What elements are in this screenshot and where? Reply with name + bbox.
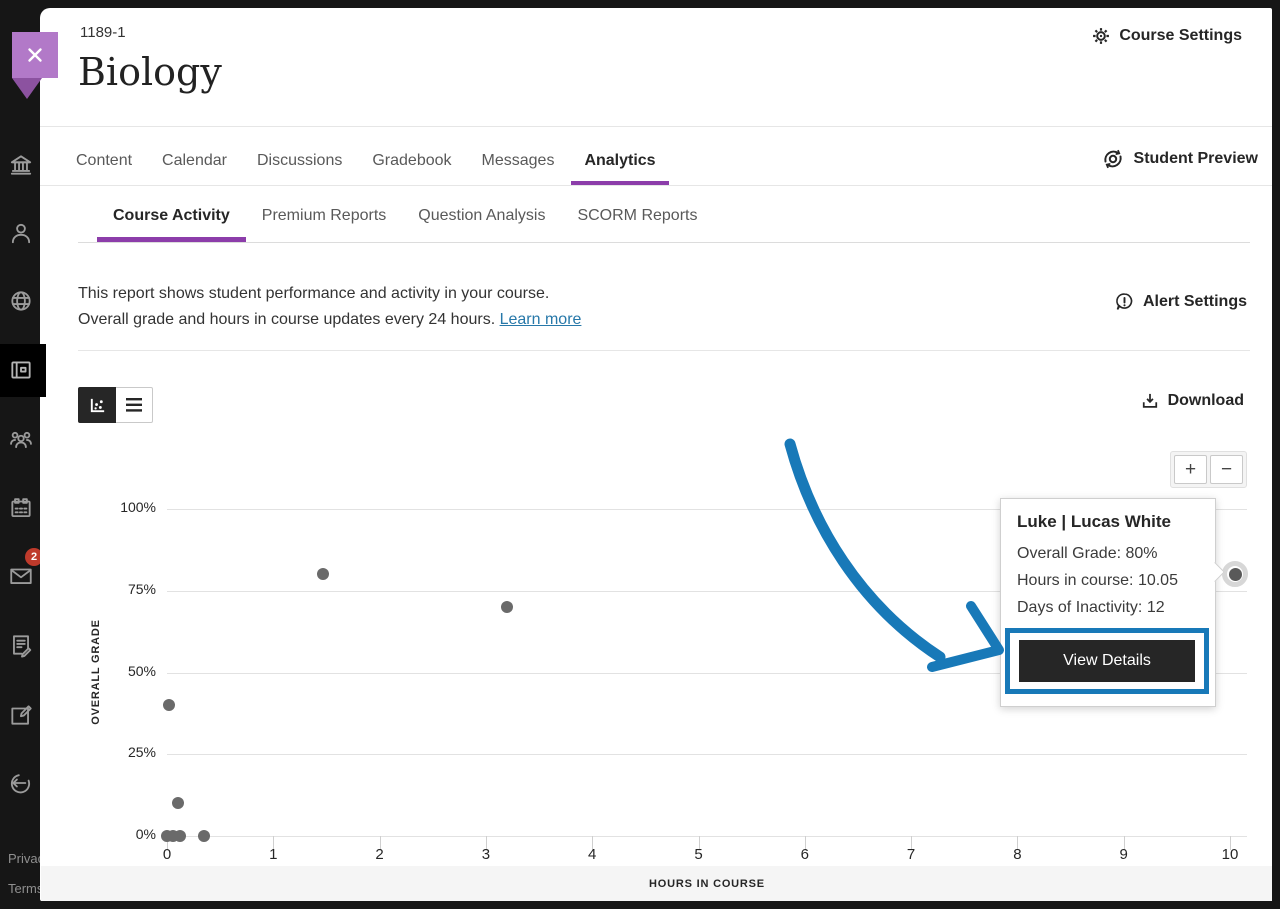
tab-question-analysis[interactable]: Question Analysis — [418, 207, 546, 224]
privacy-link[interactable]: Privacy — [8, 851, 40, 866]
tab-discussions[interactable]: Discussions — [256, 152, 343, 169]
tooltip-hours-in-course: Hours in course: 10.05 — [1017, 572, 1178, 589]
tab-scorm-reports[interactable]: SCORM Reports — [577, 207, 698, 224]
grades-icon[interactable] — [8, 632, 34, 658]
page-title: Biology — [78, 50, 222, 94]
data-point[interactable] — [501, 601, 514, 614]
gear-icon — [1091, 26, 1111, 46]
subnav-divider — [78, 242, 1250, 243]
close-tag-fold — [12, 78, 42, 99]
alert-settings-label: Alert Settings — [1142, 292, 1247, 310]
main-panel — [40, 8, 1272, 901]
nav-divider — [40, 185, 1272, 186]
highlighted-data-point[interactable] — [1228, 567, 1242, 581]
data-point[interactable] — [173, 830, 186, 842]
data-point[interactable] — [198, 830, 211, 842]
zoom-out-button[interactable]: − — [1210, 455, 1243, 484]
messages-icon[interactable] — [8, 563, 34, 589]
close-button[interactable] — [12, 32, 58, 78]
report-description: This report shows student performance an… — [78, 281, 581, 333]
course-settings-button[interactable]: Course Settings — [1091, 26, 1242, 46]
tab-content[interactable]: Content — [76, 152, 133, 169]
learn-more-link[interactable]: Learn more — [499, 311, 582, 328]
tooltip-student-name: Luke | Lucas White — [1017, 512, 1172, 531]
messages-badge: 2 — [25, 548, 43, 566]
tab-course-activity[interactable]: Course Activity — [97, 196, 246, 242]
tab-gradebook[interactable]: Gradebook — [372, 152, 452, 169]
chart-zoom-controls: + − — [1170, 451, 1247, 488]
tab-analytics[interactable]: Analytics — [569, 140, 670, 185]
course-nav: Content Calendar Discussions Gradebook M… — [61, 140, 671, 185]
student-preview-button[interactable]: Student Preview — [1100, 147, 1258, 171]
view-toggle — [78, 387, 153, 423]
courses-icon — [11, 361, 31, 379]
tab-premium-reports[interactable]: Premium Reports — [261, 207, 387, 224]
student-tooltip: Luke | Lucas White Overall Grade: 80% Ho… — [1000, 498, 1225, 707]
download-button[interactable]: Download — [1140, 391, 1244, 411]
section-divider — [78, 350, 1250, 351]
terms-link[interactable]: Terms — [8, 881, 40, 896]
tab-calendar[interactable]: Calendar — [162, 152, 227, 169]
close-icon — [28, 48, 42, 62]
data-point[interactable] — [171, 797, 184, 810]
marks-icon[interactable] — [8, 702, 34, 728]
list-view-button[interactable] — [116, 387, 153, 423]
chart-view-button[interactable] — [78, 387, 116, 423]
profile-icon[interactable] — [8, 220, 34, 246]
list-icon — [126, 398, 142, 412]
download-label: Download — [1167, 392, 1244, 409]
course-settings-label: Course Settings — [1119, 27, 1242, 44]
alert-settings-button[interactable]: Alert Settings — [1114, 291, 1247, 312]
tooltip-days-inactivity: Days of Inactivity: 12 — [1017, 599, 1165, 616]
scatter-chart-icon — [90, 398, 104, 412]
data-point[interactable] — [163, 699, 176, 712]
student-preview-icon — [1100, 147, 1126, 171]
groups-icon[interactable] — [8, 426, 34, 452]
view-details-highlight: View Details — [1005, 628, 1209, 694]
sign-out-icon[interactable] — [8, 770, 34, 796]
tab-messages[interactable]: Messages — [481, 152, 555, 169]
institution-icon[interactable] — [8, 152, 34, 178]
view-details-button[interactable]: View Details — [1019, 640, 1195, 682]
tooltip-overall-grade: Overall Grade: 80% — [1017, 545, 1158, 562]
data-point[interactable] — [317, 568, 330, 581]
student-preview-label: Student Preview — [1133, 150, 1258, 167]
course-id: 1189-1 — [80, 24, 126, 41]
x-axis-strip — [41, 866, 1272, 901]
calendar-icon[interactable] — [8, 495, 34, 521]
alert-icon — [1114, 291, 1135, 312]
header-divider — [40, 126, 1272, 127]
globe-icon[interactable] — [8, 288, 34, 314]
download-icon — [1140, 391, 1160, 411]
zoom-in-button[interactable]: + — [1174, 455, 1207, 484]
description-line2: Overall grade and hours in course update… — [78, 311, 582, 328]
analytics-subnav: Course Activity Premium Reports Question… — [97, 196, 713, 242]
description-line1: This report shows student performance an… — [78, 285, 550, 302]
sidebar-item-courses[interactable] — [0, 344, 46, 397]
